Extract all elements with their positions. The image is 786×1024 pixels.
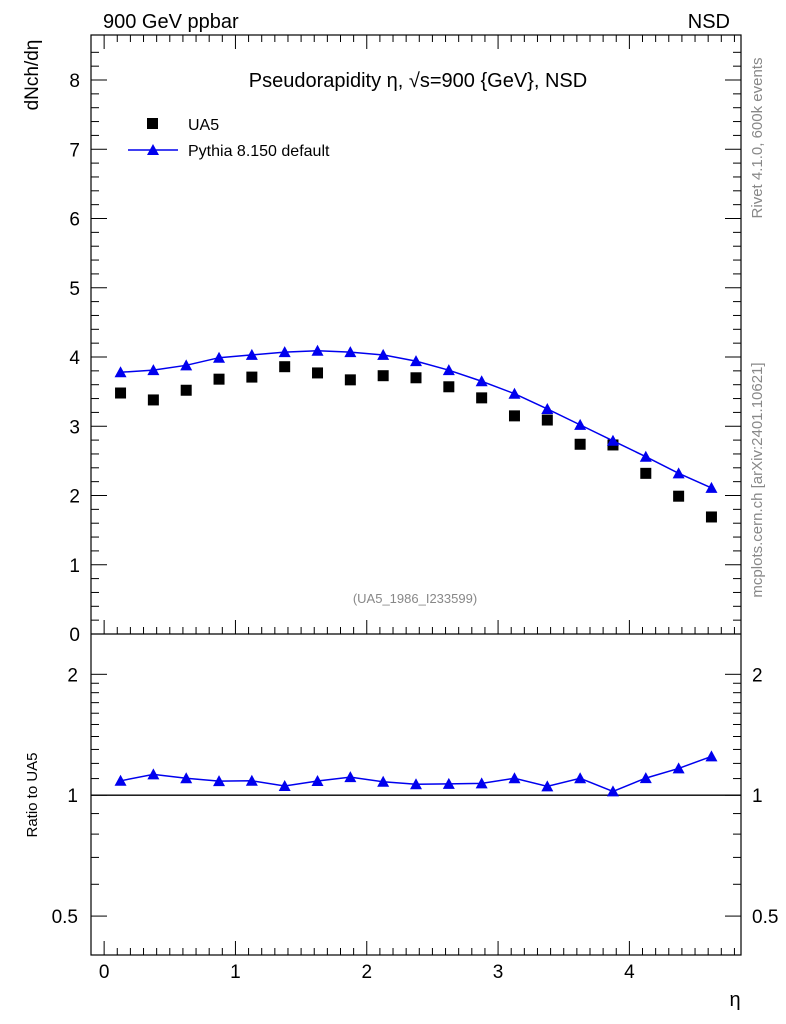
- ratio-tick-label-right: 0.5: [752, 907, 778, 928]
- x-tick-label: 1: [230, 962, 241, 983]
- pythia-ratio-point: [410, 778, 422, 790]
- legend: UA5 Pythia 8.150 default: [128, 117, 330, 160]
- pythia-ratio-point: [114, 774, 127, 786]
- pythia-point: [377, 348, 390, 360]
- pythia-point: [475, 375, 488, 387]
- chart-title: Pseudorapidity η, √s=900 {GeV}, NSD: [249, 70, 587, 92]
- pythia-point: [147, 364, 160, 376]
- x-tick-label: 3: [493, 962, 504, 983]
- pythia-ratio-point: [541, 780, 554, 792]
- x-tick-label: 0: [99, 962, 110, 983]
- pythia-ratio-point: [147, 768, 160, 780]
- pythia-ratio-point: [606, 785, 619, 797]
- y-tick-label: 2: [69, 487, 80, 508]
- pythia-ratio-point: [508, 772, 521, 784]
- pythia-line: [120, 350, 712, 489]
- pythia-point: [508, 387, 521, 399]
- y-tick-label: 1: [69, 556, 80, 577]
- ua5-point: [541, 414, 553, 426]
- y-tick-label: 3: [69, 417, 80, 438]
- pythia-ratio-point: [344, 771, 357, 783]
- pythia-ratio-point: [475, 777, 488, 789]
- y-tick-label: 6: [69, 210, 80, 231]
- ua5-point: [279, 361, 291, 373]
- pythia-ratio-point: [574, 772, 587, 784]
- pythia-ratio-point: [672, 762, 685, 774]
- ua5-point: [312, 367, 324, 379]
- pythia-point: [442, 364, 455, 376]
- ua5-point: [147, 394, 159, 406]
- y-tick-label: 4: [69, 348, 80, 369]
- pythia-point: [672, 467, 685, 479]
- y-tick-label: 5: [69, 279, 80, 300]
- pythia-ratio-point: [180, 772, 193, 784]
- pythia-point: [574, 418, 587, 430]
- y-tick-label: 7: [69, 140, 80, 161]
- ratio-tick-label-left: 0.5: [52, 907, 78, 928]
- pythia-ratio-point: [705, 750, 718, 762]
- legend-label-pythia: Pythia 8.150 default: [188, 143, 330, 160]
- legend-marker-ua5: [147, 118, 158, 129]
- y-tick-label: 8: [69, 71, 80, 92]
- ua5-point: [574, 438, 586, 450]
- pythia-ratio-point: [278, 780, 291, 792]
- pythia-point: [213, 351, 226, 363]
- pythia-point: [180, 359, 193, 371]
- ua5-point: [246, 371, 258, 383]
- pythia-point: [311, 344, 324, 356]
- pythia-point: [705, 481, 718, 493]
- ratio-tick-label-right: 2: [752, 665, 763, 686]
- ua5-point: [180, 384, 192, 396]
- ua5-point: [508, 410, 520, 422]
- pythia-ratio-point: [245, 774, 258, 786]
- pythia-point: [606, 434, 619, 446]
- ua5-point: [213, 373, 225, 385]
- pythia-ratio-point: [213, 775, 226, 787]
- pythia-point: [541, 402, 554, 414]
- rivet-label: Rivet 4.1.0, 600k events: [749, 58, 766, 219]
- legend-marker-pythia: [147, 144, 159, 155]
- header-left: 900 GeV ppbar: [103, 11, 239, 33]
- pythia-point: [344, 346, 357, 358]
- y-axis-label: dNch/dη: [22, 40, 43, 111]
- ua5-point: [705, 511, 717, 523]
- plot-frame: [90, 34, 742, 956]
- ua5-point: [443, 381, 455, 393]
- ua5-point: [640, 467, 652, 479]
- ua5-point: [476, 392, 488, 404]
- ratio-tick-label-right: 1: [752, 786, 763, 807]
- x-tick-label: 4: [624, 962, 635, 983]
- legend-label-ua5: UA5: [188, 117, 219, 134]
- pythia-point: [278, 346, 291, 358]
- ratio-tick-label-left: 2: [67, 665, 78, 686]
- ratio-y-axis-label: Ratio to UA5: [24, 752, 41, 837]
- pythia-point: [639, 450, 652, 462]
- analysis-label: (UA5_1986_I233599): [353, 591, 477, 606]
- pythia-ratio-point: [442, 777, 455, 789]
- ua5-point: [115, 387, 127, 399]
- pythia-point: [245, 348, 258, 360]
- pythia-point: [114, 366, 127, 378]
- pythia-ratio-point: [377, 775, 390, 787]
- ua5-point: [673, 490, 685, 502]
- y-tick-label: 0: [69, 625, 80, 646]
- x-axis-label: η: [729, 989, 740, 1011]
- pythia-point: [410, 355, 422, 367]
- x-tick-label: 2: [361, 962, 372, 983]
- mcplots-label: mcplots.cern.ch [arXiv:2401.10621]: [749, 362, 766, 597]
- pythia-ratio-point: [639, 772, 652, 784]
- ratio-tick-label-left: 1: [67, 786, 78, 807]
- header-right: NSD: [688, 11, 730, 33]
- ua5-point: [410, 372, 422, 384]
- ua5-point: [344, 374, 356, 386]
- pythia-ratio-point: [311, 774, 324, 786]
- ua5-point: [377, 370, 389, 382]
